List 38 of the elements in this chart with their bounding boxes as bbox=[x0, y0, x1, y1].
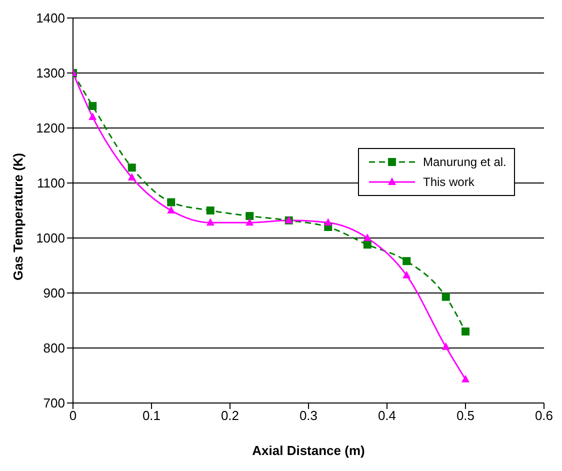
point bbox=[246, 218, 254, 226]
point bbox=[167, 206, 176, 214]
y-tick-label: 1200 bbox=[36, 120, 65, 136]
x-tick-label: 0 bbox=[69, 408, 77, 424]
y-axis-title: Gas Temperature (K) bbox=[10, 152, 26, 280]
x-tick-label: 0.3 bbox=[299, 408, 318, 424]
point bbox=[442, 292, 450, 301]
point bbox=[402, 257, 411, 266]
point bbox=[88, 102, 97, 110]
point bbox=[363, 234, 372, 241]
x-tick-label: 0.4 bbox=[378, 408, 396, 424]
x-tick-label: 0.5 bbox=[456, 408, 475, 424]
legend-label: This work bbox=[423, 175, 474, 189]
point bbox=[442, 342, 450, 350]
point bbox=[402, 270, 411, 278]
point bbox=[88, 112, 97, 120]
y-tick-label: 1000 bbox=[36, 230, 65, 246]
y-tick-label: 800 bbox=[43, 340, 65, 356]
point bbox=[363, 240, 372, 249]
point bbox=[462, 328, 470, 336]
point bbox=[206, 218, 214, 226]
point bbox=[462, 374, 470, 382]
point bbox=[128, 173, 136, 180]
y-tick-label: 1300 bbox=[36, 66, 65, 81]
point bbox=[167, 198, 176, 206]
y-tick-label: 1100 bbox=[37, 176, 65, 191]
y-tick-label: 700 bbox=[43, 396, 65, 411]
point bbox=[206, 206, 214, 214]
x-tick-label: 0.1 bbox=[142, 408, 161, 424]
x-axis-title: Axial Distance (m) bbox=[252, 443, 365, 458]
y-tick-label: 900 bbox=[43, 286, 65, 301]
point bbox=[128, 164, 136, 172]
legend-label: Manurung et al. bbox=[423, 155, 506, 169]
point bbox=[324, 218, 332, 226]
x-tick-label: 0.6 bbox=[534, 408, 554, 424]
point bbox=[246, 212, 254, 220]
y-tick-label: 1400 bbox=[36, 10, 65, 26]
x-tick-label: 0.2 bbox=[220, 408, 240, 424]
